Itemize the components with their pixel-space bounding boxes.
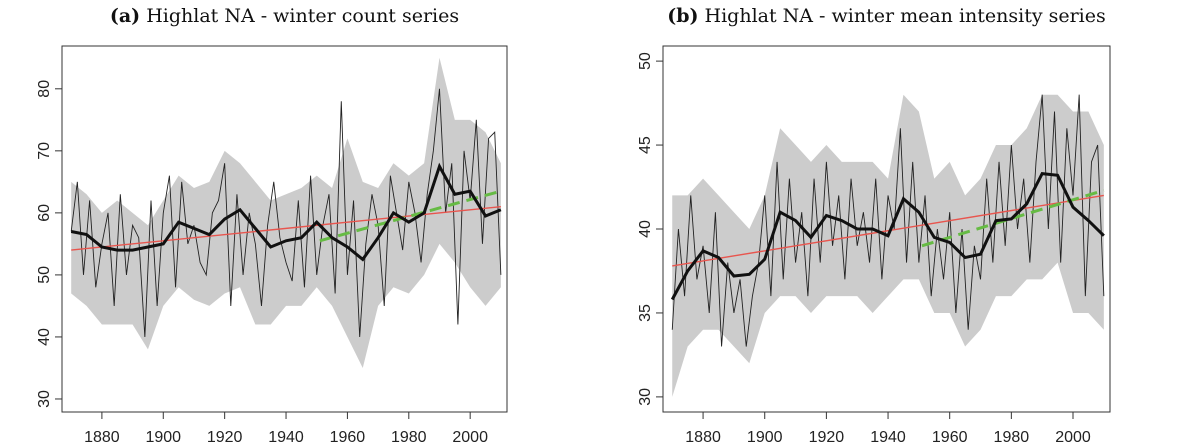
y-tick-label: 40 xyxy=(637,220,654,238)
y-tick-label: 50 xyxy=(637,52,654,70)
panel-label: (a) xyxy=(110,5,140,27)
x-tick-label: 2000 xyxy=(1055,429,1091,445)
chart-title: (b) Highlat NA - winter mean intensity s… xyxy=(667,5,1106,27)
x-tick-label: 1980 xyxy=(994,429,1030,445)
x-tick-label: 1920 xyxy=(809,429,845,445)
x-tick-label: 1980 xyxy=(391,429,427,445)
y-tick-label: 60 xyxy=(36,204,53,222)
x-tick-label: 1900 xyxy=(747,429,783,445)
x-tick-label: 1920 xyxy=(207,429,243,445)
plot-frame xyxy=(61,45,508,413)
x-tick-label: 1960 xyxy=(932,429,968,445)
y-tick-label: 80 xyxy=(36,80,53,98)
y-tick-label: 50 xyxy=(36,266,53,284)
x-tick-label: 1900 xyxy=(145,429,181,445)
x-tick-label: 1880 xyxy=(685,429,721,445)
y-tick-label: 30 xyxy=(637,388,654,406)
x-tick-label: 1960 xyxy=(330,429,366,445)
uncertainty-band xyxy=(71,57,501,368)
y-tick-label: 45 xyxy=(637,136,654,154)
chart-title: (a) Highlat NA - winter count series xyxy=(110,5,459,27)
x-tick-label: 1880 xyxy=(84,429,120,445)
annual-line xyxy=(70,88,502,337)
y-tick-label: 30 xyxy=(36,390,53,408)
panel-label: (b) xyxy=(667,5,698,27)
y-tick-label: 35 xyxy=(637,304,654,322)
annual-line xyxy=(671,94,1105,347)
recent-trend-line xyxy=(319,189,502,243)
x-tick-label: 2000 xyxy=(452,429,488,445)
smooth-line xyxy=(70,162,502,262)
uncertainty-band xyxy=(672,94,1104,397)
trend-line xyxy=(672,194,1104,267)
smooth-line xyxy=(670,171,1105,301)
trend-line xyxy=(71,205,501,251)
title-text: Highlat NA - winter mean intensity serie… xyxy=(705,5,1106,27)
y-tick-label: 70 xyxy=(36,142,53,160)
title-text: Highlat NA - winter count series xyxy=(146,5,459,27)
x-tick-label: 1940 xyxy=(870,429,906,445)
x-tick-label: 1940 xyxy=(268,429,304,445)
y-tick-label: 40 xyxy=(36,328,53,346)
